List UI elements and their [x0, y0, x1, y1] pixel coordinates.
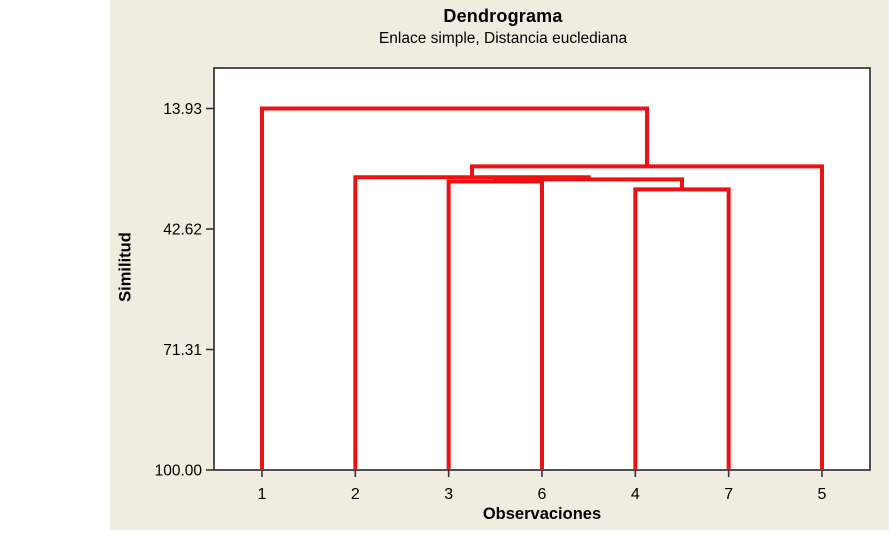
y-tick-label: 13.93 [163, 101, 202, 118]
y-tick-label: 42.62 [163, 222, 202, 239]
x-leaf-label: 2 [351, 486, 360, 503]
y-tick-label: 100.00 [155, 463, 203, 480]
x-leaf-label: 5 [818, 486, 827, 503]
x-axis-title: Observaciones [482, 505, 602, 523]
x-leaf-label: 3 [444, 486, 453, 503]
y-tick-label: 71.31 [163, 342, 202, 359]
x-leaf-label: 7 [724, 486, 733, 503]
x-leaf-label: 1 [258, 486, 267, 503]
x-leaf-label: 4 [631, 486, 640, 503]
dendrogram-branch-m6 [260, 106, 649, 470]
chart-subtitle: Enlace simple, Distancia euclediana [378, 30, 628, 47]
chart-title: Dendrograma [443, 6, 563, 26]
dendrogram-branch-m5 [470, 164, 824, 470]
x-leaf-label: 6 [538, 486, 547, 503]
